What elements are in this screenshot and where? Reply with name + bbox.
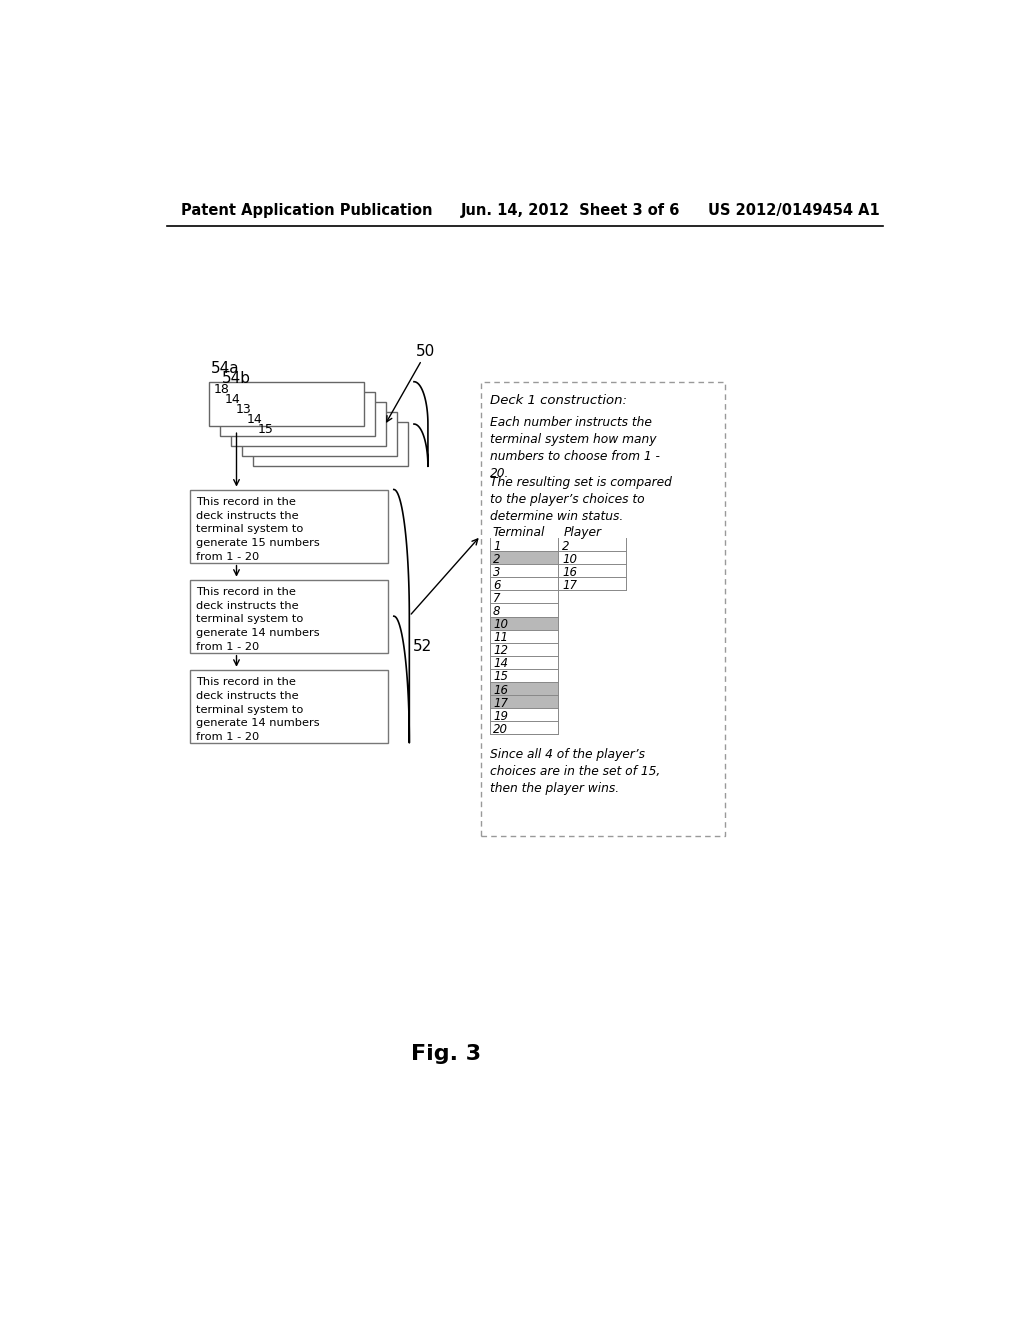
Text: 15: 15 [493,671,508,684]
Text: This record in the
deck instructs the
terminal system to
generate 15 numbers
fro: This record in the deck instructs the te… [197,498,319,561]
Text: 16: 16 [493,684,508,697]
Text: This record in the
deck instructs the
terminal system to
generate 14 numbers
fro: This record in the deck instructs the te… [197,587,319,652]
Text: 15: 15 [257,422,273,436]
Text: Fig. 3: Fig. 3 [411,1044,481,1064]
Text: 14: 14 [247,413,262,426]
Bar [242,412,397,457]
Text: Terminal: Terminal [493,525,545,539]
Text: 10: 10 [493,618,508,631]
Text: 17: 17 [493,697,508,710]
Text: US 2012/0149454 A1: US 2012/0149454 A1 [708,203,880,218]
Text: 18: 18 [214,383,230,396]
Bar [190,490,388,562]
Text: 1: 1 [493,540,501,553]
Text: 6: 6 [493,579,501,591]
Bar [489,696,558,708]
Text: The resulting set is compared
to the player’s choices to
determine win status.: The resulting set is compared to the pla… [489,475,672,523]
Bar [253,422,408,466]
Text: 2: 2 [493,553,501,566]
Bar [190,669,388,743]
Text: 52: 52 [413,639,432,655]
Text: Patent Application Publication: Patent Application Publication [180,203,432,218]
Text: 14: 14 [225,393,241,407]
Text: 50: 50 [416,343,435,359]
Text: This record in the
deck instructs the
terminal system to
generate 14 numbers
fro: This record in the deck instructs the te… [197,677,319,742]
Text: Each number instructs the
terminal system how many
numbers to choose from 1 -
20: Each number instructs the terminal syste… [489,416,659,479]
Text: 3: 3 [493,566,501,578]
Bar [220,392,375,437]
Text: 7: 7 [493,591,501,605]
Text: 10: 10 [562,553,577,566]
Bar [231,401,386,446]
Bar [489,682,558,696]
Bar [480,381,725,836]
Text: 13: 13 [236,403,252,416]
Text: Jun. 14, 2012  Sheet 3 of 6: Jun. 14, 2012 Sheet 3 of 6 [461,203,681,218]
Text: 2: 2 [562,540,569,553]
Text: 20: 20 [493,723,508,735]
Text: 11: 11 [493,631,508,644]
Text: 14: 14 [493,657,508,671]
Text: Since all 4 of the player’s
choices are in the set of 15,
then the player wins.: Since all 4 of the player’s choices are … [489,748,660,795]
Bar [190,579,388,653]
Text: 19: 19 [493,710,508,723]
Bar [209,381,365,426]
Bar [489,552,558,564]
Bar [489,616,558,630]
Text: 54a: 54a [211,360,240,376]
Text: 17: 17 [562,579,577,591]
Text: 8: 8 [493,605,501,618]
Text: 16: 16 [562,566,577,578]
Text: 54b: 54b [222,371,251,385]
Text: Deck 1 construction:: Deck 1 construction: [489,395,627,407]
Text: Player: Player [563,525,601,539]
Text: 12: 12 [493,644,508,657]
